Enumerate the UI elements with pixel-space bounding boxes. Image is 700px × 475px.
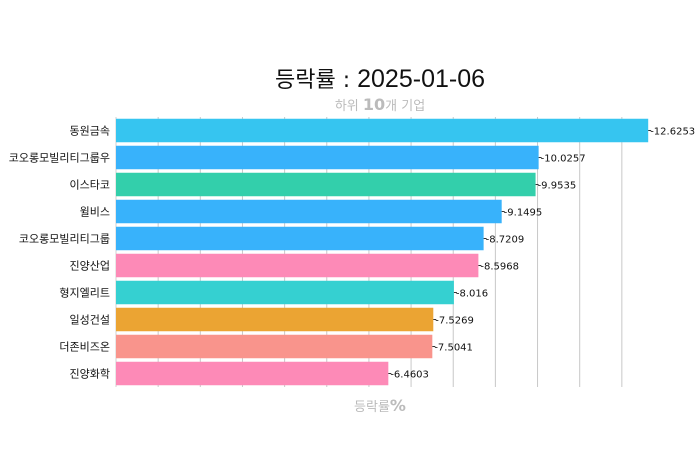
bar (116, 280, 454, 305)
bar (116, 226, 484, 251)
bar (116, 253, 479, 278)
value-label: -9.1495 (504, 208, 543, 219)
chart-subtitle: 하위 10개 기업 (0, 95, 700, 114)
category-label: 진양화학 (70, 368, 110, 381)
category-label: 이스타코 (70, 179, 110, 192)
bar (116, 334, 433, 359)
bar (116, 145, 539, 170)
category-label: 형지엘리트 (59, 287, 110, 300)
bar (116, 361, 389, 386)
value-label: -8.016 (456, 289, 488, 300)
x-axis-unit: % (389, 396, 406, 415)
value-label: -9.9535 (538, 181, 577, 192)
title-label: 등락률 (274, 68, 336, 93)
value-label: -8.5968 (480, 262, 519, 273)
category-label: 코오롱모빌리티그룹 (19, 233, 110, 246)
subtitle-suffix: 개 기업 (385, 99, 426, 114)
title-separator: : (335, 68, 358, 93)
category-label: 동원금속 (70, 125, 110, 138)
value-label: -7.5269 (435, 316, 474, 327)
value-label: -12.6253 (650, 127, 695, 138)
category-label: 윌비스 (80, 206, 110, 219)
title-date: 2025-01-06 (357, 65, 486, 93)
category-label: 진양산업 (70, 260, 110, 273)
category-label: 더존비즈온 (59, 341, 110, 354)
category-label: 코오롱모빌리티그룹우 (9, 152, 110, 165)
value-label: -7.5041 (434, 343, 473, 354)
x-axis-label: 등락률% (0, 396, 700, 415)
x-axis-label-text: 등락률 (354, 400, 390, 415)
value-label: -10.0257 (541, 154, 586, 165)
bar (116, 118, 649, 143)
bar (116, 172, 536, 197)
value-label: -8.7209 (486, 235, 525, 246)
bar (116, 307, 434, 332)
category-label: 일성건설 (70, 313, 110, 327)
value-label: -6.4603 (390, 370, 429, 381)
subtitle-count: 10 (362, 95, 386, 114)
subtitle-prefix: 하위 (334, 99, 363, 114)
chart-title: 등락률 : 2025-01-06 (0, 62, 700, 94)
bar (116, 199, 502, 224)
